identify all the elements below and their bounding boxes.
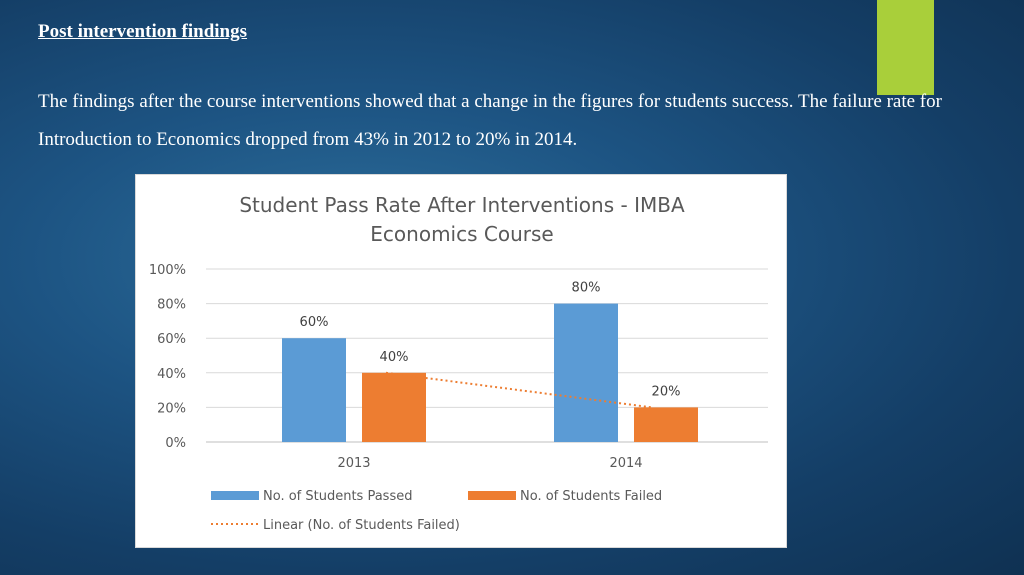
y-tick-label: 100%: [149, 263, 186, 278]
bar-failed: [362, 372, 426, 442]
x-tick-label: 2013: [337, 456, 370, 471]
y-tick-label: 60%: [157, 332, 186, 347]
legend-label-trendline: Linear (No. of Students Failed): [263, 518, 460, 533]
y-tick-label: 20%: [157, 401, 186, 416]
chart-frame: Student Pass Rate After Interventions - …: [135, 174, 787, 548]
data-label: 20%: [652, 384, 681, 399]
accent-bar: [877, 0, 934, 95]
legend-label-failed: No. of Students Failed: [520, 489, 662, 504]
chart-title-line-1: Student Pass Rate After Interventions - …: [239, 193, 685, 217]
bar-passed: [282, 338, 346, 442]
y-tick-label: 40%: [157, 367, 186, 382]
y-tick-label: 80%: [157, 298, 186, 313]
legend-swatch-passed: [211, 491, 259, 500]
data-label: 40%: [380, 350, 409, 365]
slide-body-text: The findings after the course interventi…: [38, 91, 942, 150]
bar-failed: [634, 407, 698, 442]
x-tick-label: 2014: [609, 456, 642, 471]
data-label: 80%: [572, 281, 601, 296]
legend-label-passed: No. of Students Passed: [263, 489, 412, 504]
y-tick-label: 0%: [165, 436, 186, 451]
legend-swatch-failed: [468, 491, 516, 500]
pass-rate-chart: Student Pass Rate After Interventions - …: [149, 193, 768, 533]
slide-heading: Post intervention findings: [38, 21, 248, 42]
data-label: 60%: [300, 315, 329, 330]
bar-passed: [554, 303, 618, 442]
chart-title-line-2: Economics Course: [370, 222, 553, 246]
